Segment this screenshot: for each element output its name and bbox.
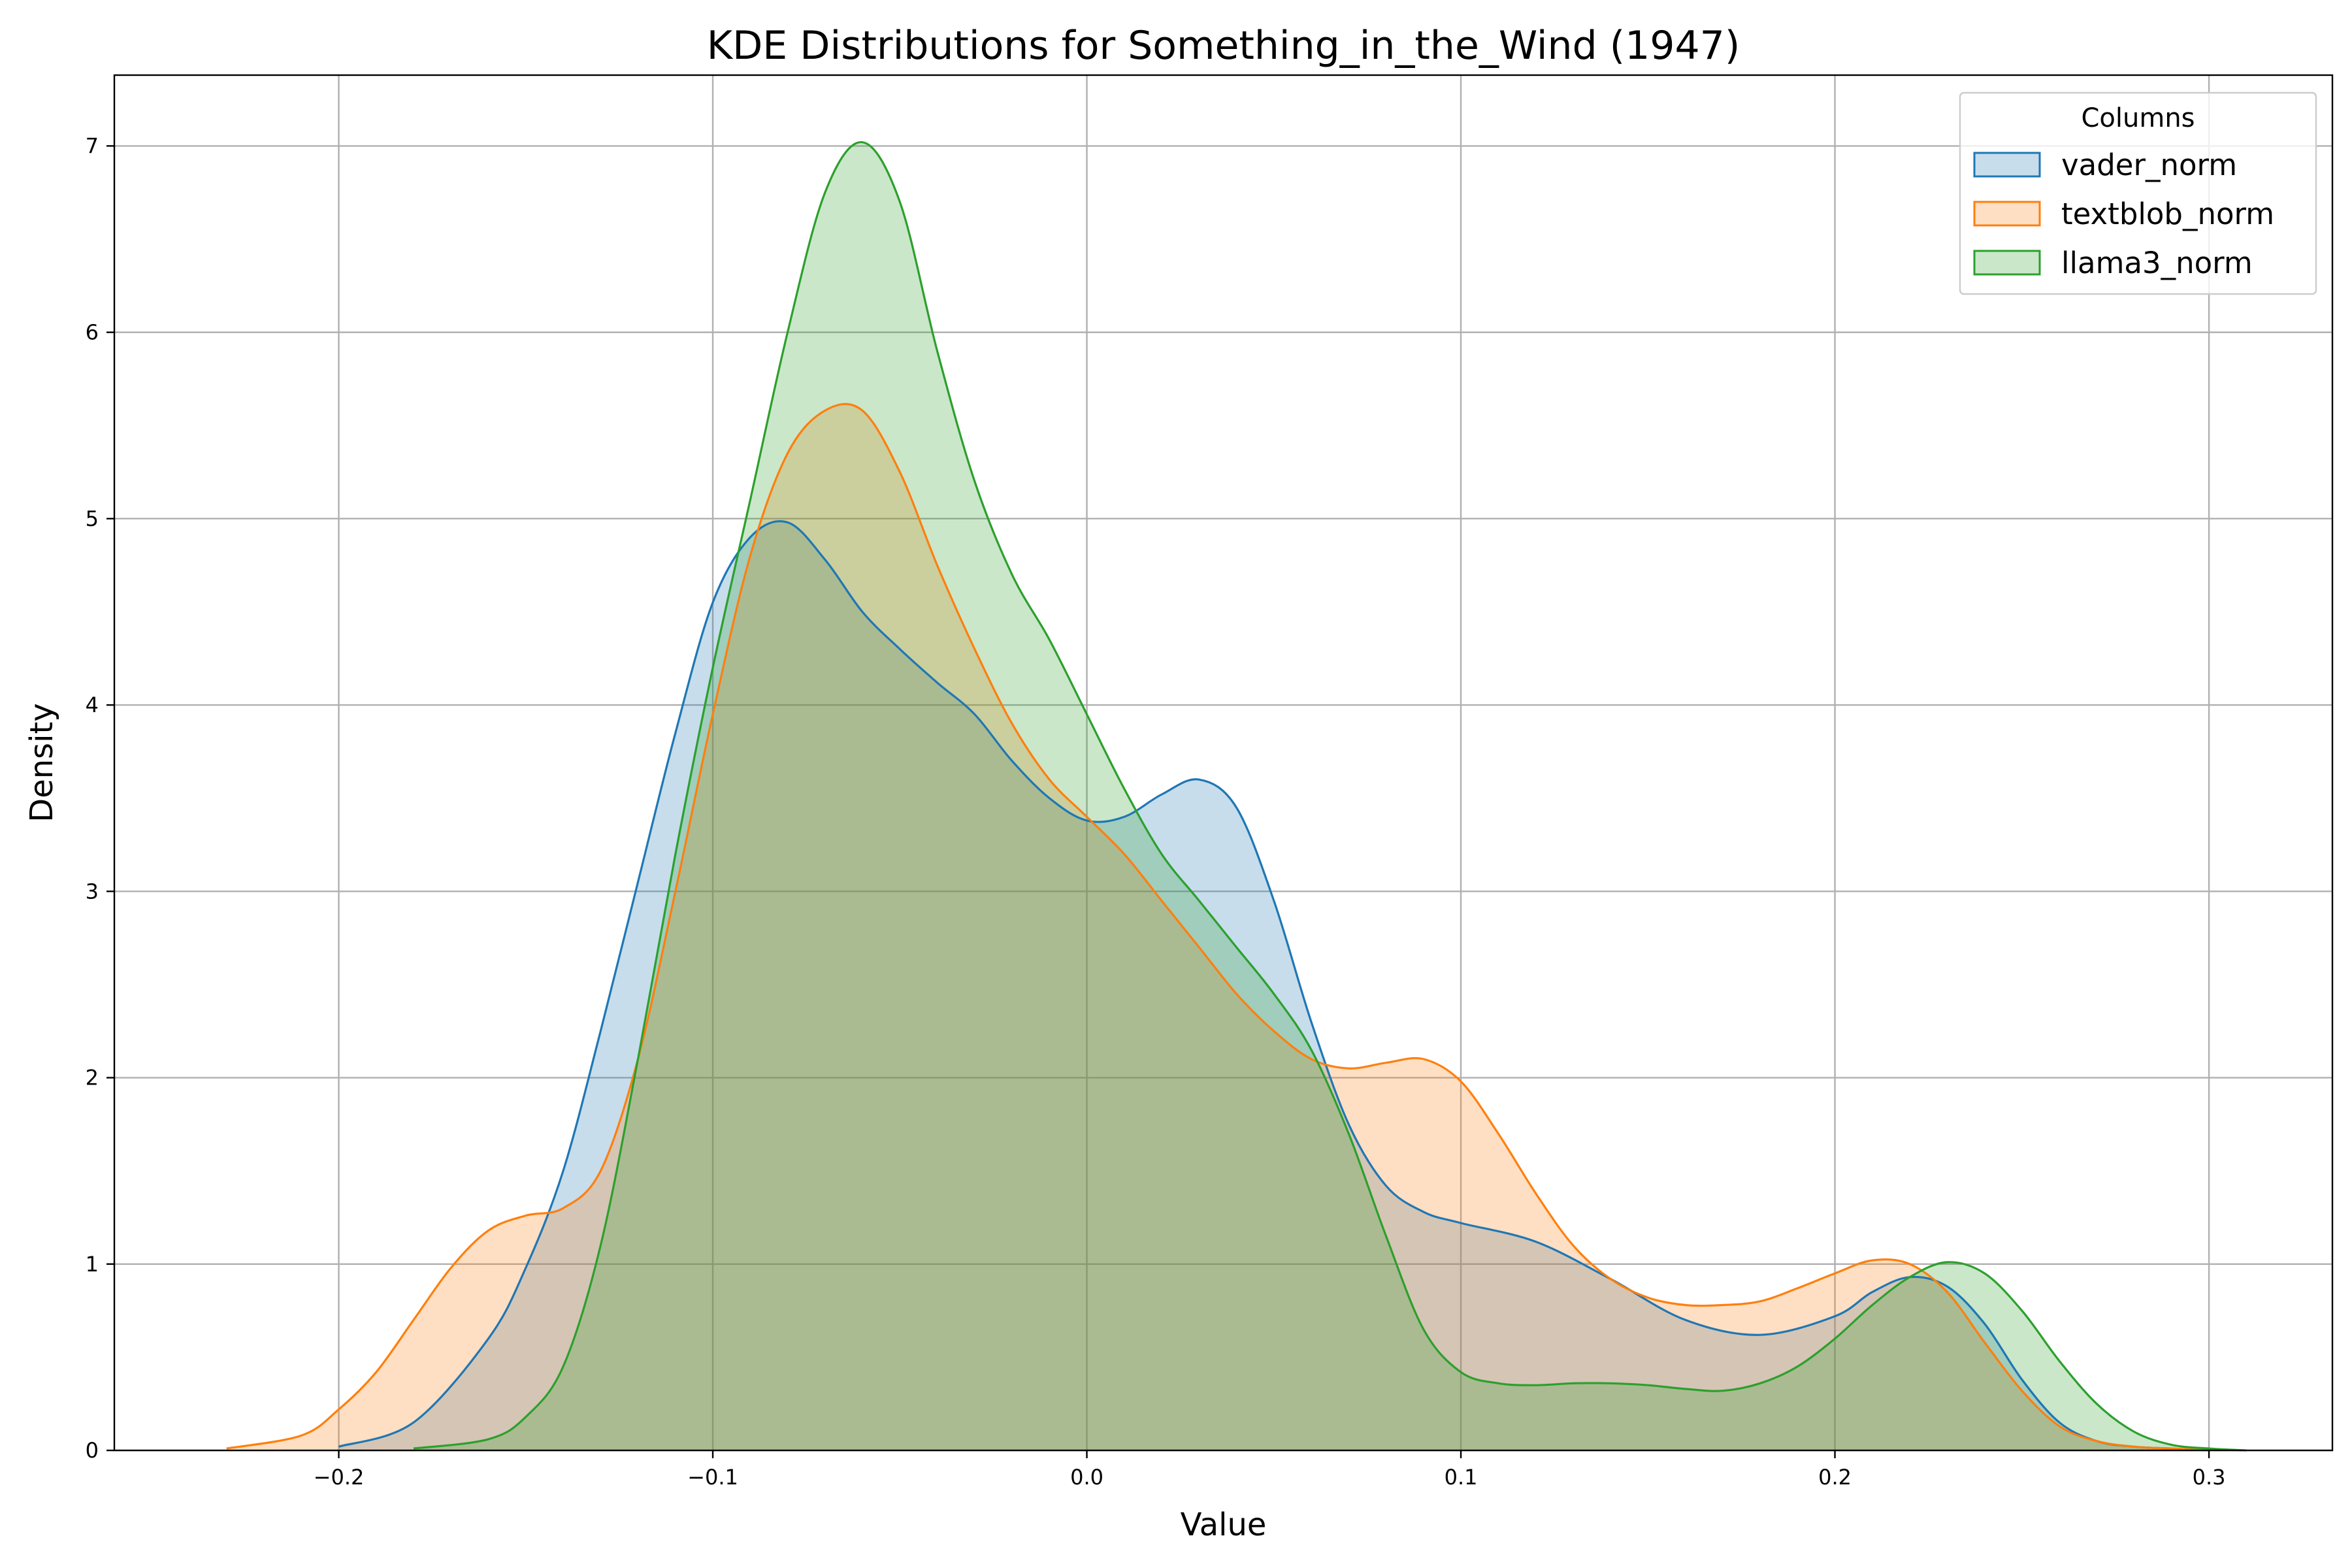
y-tick-label: 3 [86, 879, 99, 904]
legend-items: vader_norm textblob_norm llama3_norm [1973, 148, 2274, 280]
y-tick-label: 2 [86, 1066, 99, 1090]
legend-label-llama3_norm: llama3_norm [2061, 246, 2253, 280]
y-axis-ticks: 0 1 2 3 4 5 6 7 [86, 133, 114, 1463]
line-vader_norm [338, 520, 2210, 1452]
series-areas [226, 142, 2247, 1450]
legend-box [1959, 91, 2317, 295]
x-tick-label: 0.2 [1818, 1465, 1852, 1490]
y-tick-label: 7 [86, 133, 99, 158]
legend-swatch-textblob_norm [1973, 201, 2041, 227]
chart-title: KDE Distributions for Something_in_the_W… [707, 23, 1740, 69]
legend: Columns vader_norm textblob_norm llama3_no… [1959, 91, 2317, 295]
y-tick-label: 5 [86, 506, 99, 531]
area-vader_norm [338, 521, 2210, 1450]
series-lines [226, 141, 2247, 1452]
area-textblob_norm [226, 404, 2210, 1450]
legend-label-textblob_norm: textblob_norm [2061, 197, 2274, 231]
legend-title: Columns [2081, 103, 2195, 133]
x-axis-ticks: −0.2 −0.1 0.0 0.1 0.2 0.3 [314, 1450, 2226, 1490]
plot-frame [113, 74, 2334, 1452]
y-axis-label: Density [24, 703, 60, 822]
legend-swatch-vader_norm [1973, 152, 2041, 178]
y-tick-label: 6 [86, 320, 99, 345]
x-tick-label: 0.1 [1445, 1465, 1478, 1490]
line-llama3_norm [413, 141, 2247, 1452]
legend-label-vader_norm: vader_norm [2061, 148, 2237, 182]
x-tick-label: −0.2 [314, 1465, 365, 1490]
area-llama3_norm [414, 142, 2247, 1450]
y-tick-label: 0 [86, 1438, 99, 1463]
grid [114, 75, 2332, 1452]
x-axis-label: Value [1181, 1507, 1267, 1543]
x-tick-label: 0.3 [2193, 1465, 2226, 1490]
line-textblob_norm [226, 402, 2210, 1452]
x-tick-label: −0.1 [687, 1465, 738, 1490]
y-tick-label: 1 [86, 1252, 99, 1277]
legend-swatch-llama3_norm [1973, 250, 2041, 276]
x-tick-label: 0.0 [1070, 1465, 1103, 1490]
y-tick-label: 4 [86, 693, 99, 717]
